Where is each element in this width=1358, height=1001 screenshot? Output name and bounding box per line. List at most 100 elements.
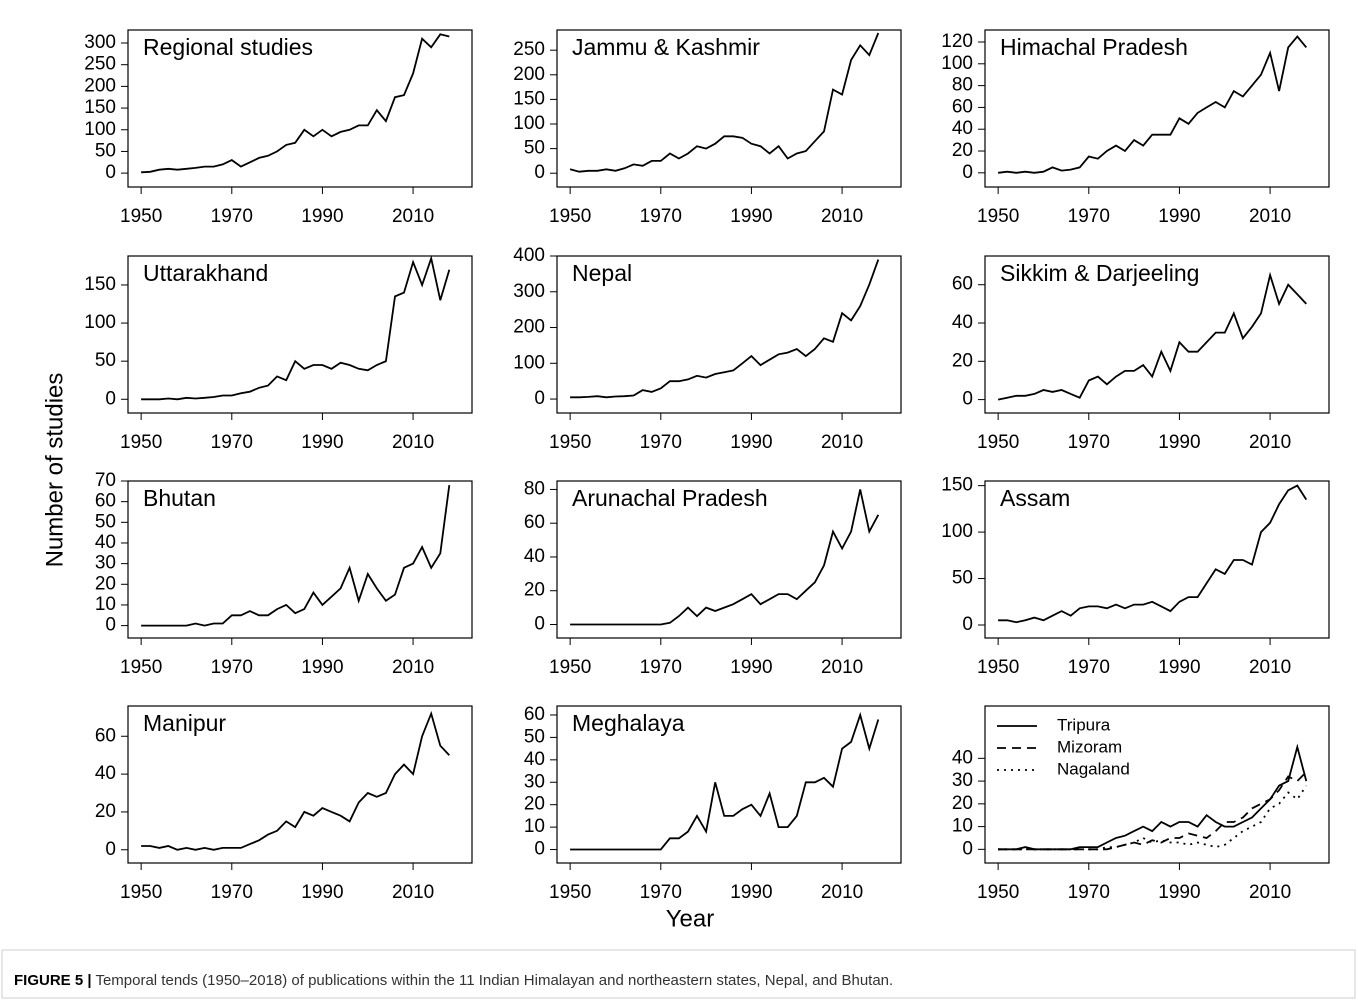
y-tick-label: 60: [952, 96, 973, 117]
y-tick-label: 40: [952, 312, 973, 333]
y-tick-label: 400: [513, 245, 545, 266]
x-tick-label: 2010: [821, 432, 863, 453]
y-tick-label: 100: [941, 521, 973, 542]
x-tick-label: 2010: [1249, 657, 1291, 678]
x-tick-label: 1990: [730, 432, 772, 453]
x-tick-label: 1990: [301, 657, 343, 678]
x-tick-label: 1950: [977, 432, 1019, 453]
y-tick-label: 200: [84, 75, 116, 96]
x-tick-label: 1950: [549, 432, 591, 453]
y-tick-label: 60: [95, 491, 116, 512]
x-tick-label: 2010: [392, 882, 434, 903]
x-tick-label: 1950: [549, 206, 591, 227]
y-tick-label: 40: [95, 763, 116, 784]
y-tick-label: 100: [513, 352, 545, 373]
y-tick-label: 0: [962, 162, 973, 183]
y-tick-label: 0: [962, 614, 973, 635]
x-tick-label: 1990: [730, 657, 772, 678]
x-tick-label: 1950: [977, 206, 1019, 227]
y-tick-label: 200: [513, 64, 545, 85]
x-tick-label: 1990: [730, 882, 772, 903]
x-tick-label: 1950: [120, 432, 162, 453]
x-tick-label: 2010: [821, 882, 863, 903]
plot-frame: [556, 480, 902, 639]
y-tick-label: 40: [524, 546, 545, 567]
y-tick-label: 60: [952, 274, 973, 295]
x-tick-label: 1970: [1068, 206, 1110, 227]
y-tick-label: 60: [524, 512, 545, 533]
data-line: [998, 484, 1308, 624]
data-line: [141, 710, 450, 851]
y-tick-label: 0: [105, 388, 116, 409]
y-tick-label: 150: [513, 88, 545, 109]
x-tick-label: 2010: [1249, 206, 1291, 227]
panel-title: Nepal: [572, 260, 632, 286]
panel-title: Jammu & Kashmir: [572, 34, 760, 60]
y-tick-label: 20: [524, 580, 545, 601]
plot-frame: [556, 29, 902, 188]
y-tick-label: 20: [95, 801, 116, 822]
y-tick-label: 0: [105, 615, 116, 636]
plot-frame: [984, 255, 1330, 414]
y-tick-label: 0: [534, 388, 545, 409]
data-line: [570, 711, 880, 851]
x-tick-label: 1970: [640, 206, 682, 227]
panel-title: Regional studies: [143, 34, 313, 60]
y-tick-label: 300: [513, 281, 545, 302]
panel-title: Arunachal Pradesh: [572, 485, 768, 511]
x-tick-label: 1990: [301, 206, 343, 227]
caption: FIGURE 5 | Temporal tends (1950–2018) of…: [14, 972, 893, 989]
x-axis-label: Year: [666, 905, 715, 932]
y-tick-label: 30: [952, 770, 973, 791]
plot-frame: [984, 29, 1330, 188]
plot-frame: [127, 705, 473, 864]
data-line: [998, 785, 1308, 851]
caption-box: [1, 949, 1356, 999]
y-tick-label: 20: [952, 350, 973, 371]
x-tick-label: 2010: [1249, 882, 1291, 903]
y-tick-label: 40: [952, 118, 973, 139]
caption-label: FIGURE 5 |: [14, 972, 92, 989]
x-tick-label: 1990: [1158, 432, 1200, 453]
y-tick-label: 150: [84, 97, 116, 118]
plot-frame: [127, 255, 473, 414]
x-tick-label: 2010: [1249, 432, 1291, 453]
y-tick-label: 0: [962, 838, 973, 859]
x-tick-label: 1970: [1068, 657, 1110, 678]
plot-frame: [556, 705, 902, 864]
panel-title: Meghalaya: [572, 710, 685, 736]
y-tick-label: 50: [95, 511, 116, 532]
y-tick-label: 0: [105, 162, 116, 183]
x-tick-label: 1970: [640, 882, 682, 903]
data-line: [570, 259, 880, 399]
y-tick-label: 0: [534, 614, 545, 635]
y-tick-label: 10: [95, 594, 116, 615]
x-tick-label: 2010: [392, 206, 434, 227]
x-tick-label: 1970: [1068, 882, 1110, 903]
y-tick-label: 30: [95, 553, 116, 574]
panel-title: Assam: [1000, 485, 1070, 511]
caption-text: Temporal tends (1950–2018) of publicatio…: [92, 972, 894, 989]
data-line: [569, 32, 880, 173]
y-tick-label: 10: [524, 816, 545, 837]
data-line: [998, 743, 1308, 851]
plot-frame: [556, 255, 902, 414]
y-tick-label: 100: [513, 113, 545, 134]
y-tick-label: 0: [534, 839, 545, 860]
x-tick-label: 1950: [549, 657, 591, 678]
y-tick-label: 70: [95, 470, 116, 491]
y-tick-label: 50: [95, 140, 116, 161]
y-tick-label: 50: [952, 568, 973, 589]
data-line: [141, 254, 451, 401]
x-tick-label: 2010: [392, 657, 434, 678]
y-tick-label: 30: [524, 771, 545, 792]
x-tick-label: 1950: [120, 882, 162, 903]
y-tick-label: 120: [941, 31, 973, 52]
plot-frame: [127, 480, 473, 639]
x-tick-label: 1990: [730, 206, 772, 227]
x-tick-label: 1950: [120, 206, 162, 227]
x-tick-label: 2010: [821, 206, 863, 227]
x-tick-label: 1970: [640, 432, 682, 453]
x-tick-label: 1970: [211, 206, 253, 227]
data-line: [141, 33, 450, 174]
